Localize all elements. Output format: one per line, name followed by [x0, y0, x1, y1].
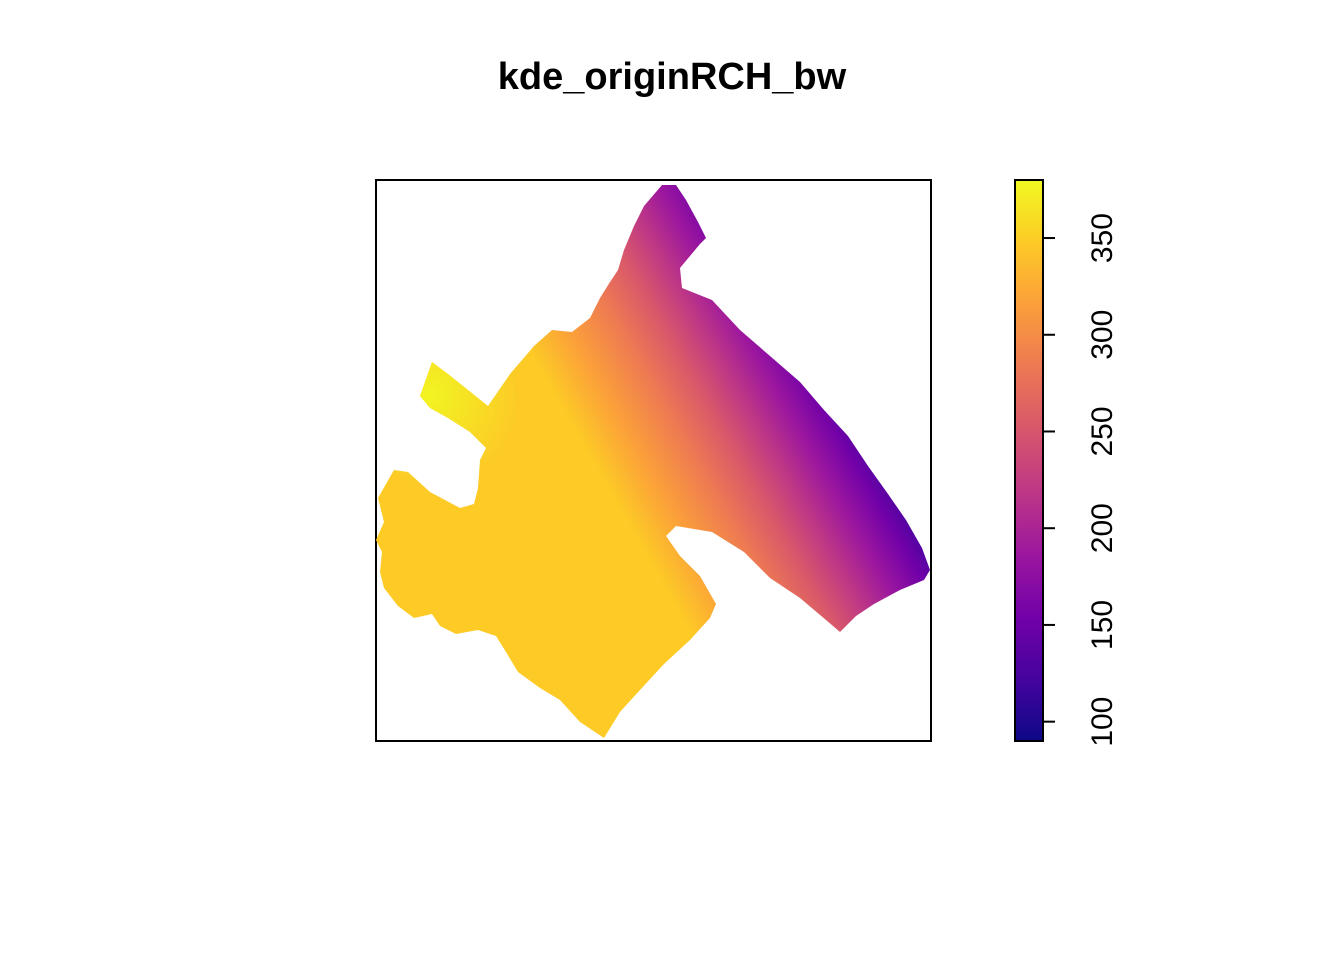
- colorbar-tick-label: 100: [1086, 697, 1119, 747]
- colorbar: 100 150 200 250 300 350: [1014, 179, 1119, 747]
- chart-title: kde_originRCH_bw: [497, 56, 847, 98]
- plot-frame: [375, 179, 932, 742]
- heatmap-field: [376, 185, 930, 738]
- heatmap-gradient-fill: [376, 185, 930, 738]
- colorbar-tick-label: 250: [1086, 406, 1119, 456]
- colorbar-tick-label: 300: [1086, 310, 1119, 360]
- colorbar-tick-label: 350: [1086, 213, 1119, 263]
- colorbar-ticks: 100 150 200 250 300 350: [1043, 213, 1119, 747]
- colorbar-tick-label: 150: [1086, 600, 1119, 650]
- upper-left-arm-peak: [376, 305, 520, 485]
- colorbar-gradient: [1014, 179, 1044, 742]
- colorbar-tick-label: 200: [1086, 503, 1119, 553]
